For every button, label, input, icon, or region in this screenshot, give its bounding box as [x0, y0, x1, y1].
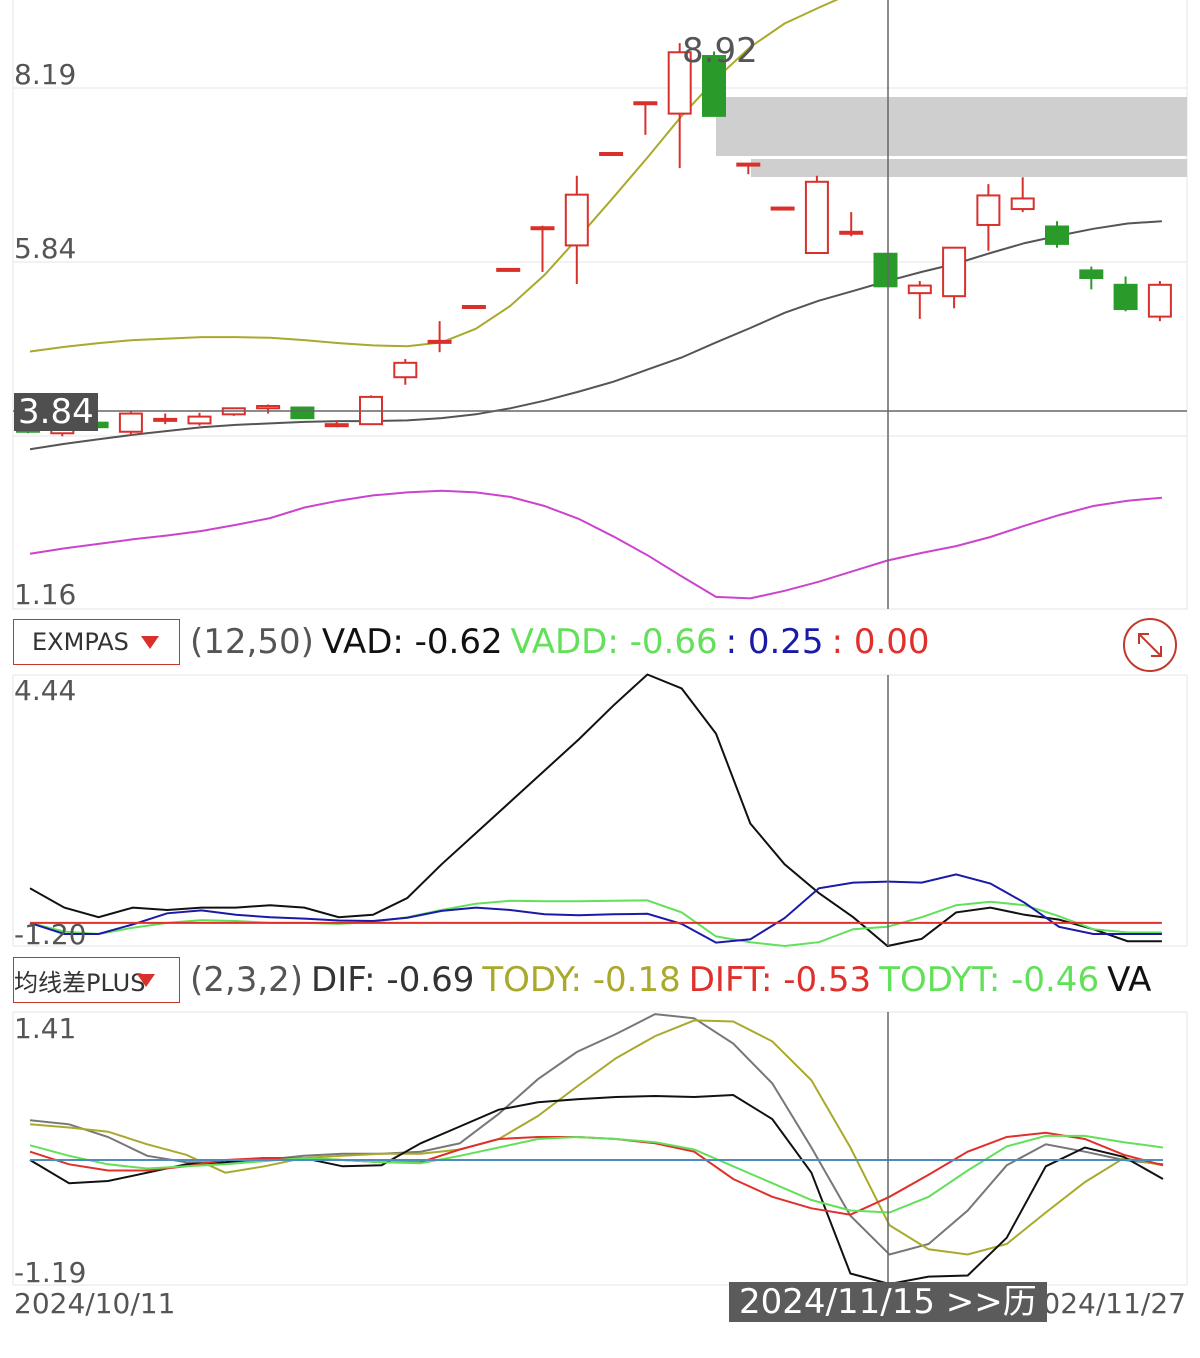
candle-body: [736, 162, 761, 167]
ind2-lines-series-4: [29, 1134, 1164, 1214]
indicator1-value-3: : 0.25: [725, 622, 824, 662]
ind2-lines-series-3: [29, 1131, 1164, 1216]
candle-body: [633, 101, 658, 106]
band-lines: [29, 0, 1162, 600]
ind2-lines-series-2: [29, 1093, 1164, 1286]
candle-body: [839, 230, 864, 235]
ind1-lines-series-1: [29, 899, 1162, 948]
ind2-lines-series-1: [29, 1019, 1164, 1256]
candle-body: [942, 246, 967, 298]
indicator2-grid: [12, 1011, 1188, 1286]
indicator1-selector[interactable]: EXMPAS: [13, 619, 180, 665]
candle-body: [770, 206, 795, 211]
candle-body: [324, 423, 349, 428]
candle-body: [256, 405, 281, 410]
dropdown-caret-icon: [140, 635, 159, 649]
candle-body: [496, 267, 521, 272]
candle-body: [804, 180, 829, 254]
crosshair: [13, 0, 1187, 1285]
indicator2-value-todyt: TODYT: -0.46: [879, 960, 1100, 1000]
dropdown-caret-icon: [137, 973, 156, 987]
ind1-lines-series-2: [29, 873, 1162, 944]
candle-body: [907, 284, 932, 295]
band-line-0: [29, 0, 839, 353]
resistance-zone-lower: [751, 159, 1187, 177]
price-axis-label-mid: 5.84: [14, 232, 76, 265]
main-price-grid: [12, 0, 1188, 610]
candle-body: [1045, 225, 1069, 245]
indicator1-header: EXMPAS (12,50) VAD: -0.62 VADD: -0.66: 0.2…: [0, 617, 1200, 672]
indicator2-header: 均线差PLUS (2,3,2) DIF: -0.69 TODY: -0.18 DIFT…: [0, 955, 1200, 1005]
indicator2-value-va: VA: [1107, 960, 1152, 1000]
crosshair-price-tag: 3.84: [14, 393, 98, 431]
indicator1-params: (12,50): [190, 622, 314, 662]
candle-body: [599, 152, 624, 157]
candle-body: [873, 252, 898, 288]
indicator1-values: (12,50) VAD: -0.62 VADD: -0.66: 0.25: 0.00: [190, 623, 938, 661]
indicator2-values: (2,3,2) DIF: -0.69 TODY: -0.18 DIFT: -0.53 T…: [190, 961, 1159, 999]
indicator1-lines: [29, 673, 1162, 948]
candle-body: [1079, 269, 1104, 279]
indicator1-axis-low: -1.20: [14, 918, 86, 951]
candle-body: [1147, 283, 1172, 318]
crosshair-date-value: 2024/11/15 >>历: [739, 1282, 1037, 1322]
indicator2-selector[interactable]: 均线差PLUS: [13, 957, 180, 1003]
crosshair-price-value: 3.84: [18, 392, 94, 432]
resistance-zone-upper: [716, 97, 1187, 156]
candle-body: [564, 193, 589, 247]
candle-body: [667, 51, 692, 115]
indicator2-axis-high: 1.41: [14, 1012, 76, 1045]
x-axis-start-date: 2024/10/11: [14, 1287, 175, 1320]
candle-body: [530, 226, 555, 231]
candle-body: [1113, 283, 1138, 311]
indicator2-name: 均线差PLUS: [14, 968, 146, 997]
price-axis-label-high: 8.19: [14, 58, 76, 91]
indicator2-value-dif: DIF: -0.69: [311, 960, 475, 1000]
indicator1-axis-high: 4.44: [14, 674, 76, 707]
band-line-2: [29, 489, 1162, 600]
candle-body: [702, 55, 726, 117]
indicator1-value-vadd: VADD: -0.66: [510, 622, 718, 662]
candle-body: [427, 339, 452, 344]
indicator1-value-vad: VAD: -0.62: [321, 622, 503, 662]
indicator1-name: EXMPAS: [32, 628, 129, 656]
expand-arrows-icon: [1138, 633, 1162, 657]
candle-body: [290, 406, 315, 420]
ind2-lines-series-0: [29, 1013, 1164, 1256]
indicator2-params: (2,3,2): [190, 960, 304, 1000]
candle-body: [393, 361, 418, 379]
candle-body: [976, 194, 1001, 226]
indicator1-grid: [12, 674, 1188, 947]
indicator2-axis-low: -1.19: [14, 1256, 86, 1289]
candle-body: [1010, 197, 1035, 211]
candle-body: [153, 417, 178, 422]
expand-icon[interactable]: [1123, 618, 1177, 672]
price-axis-label-low: 1.16: [14, 578, 76, 611]
x-axis-end-date: 024/11/27: [1042, 1287, 1186, 1320]
candle-body: [461, 305, 486, 310]
band-line-1: [29, 220, 1162, 451]
indicator2-value-dift: DIFT: -0.53: [688, 960, 872, 1000]
indicator1-value-4: : 0.00: [831, 622, 930, 662]
peak-price-label: 8.92: [682, 31, 758, 71]
candle-body: [187, 415, 212, 425]
indicator2-value-tody: TODY: -0.18: [482, 960, 681, 1000]
candle-body: [118, 412, 143, 433]
indicator2-lines: [29, 1013, 1164, 1286]
ind1-lines-series-0: [29, 673, 1162, 948]
crosshair-date-tag[interactable]: 2024/11/15 >>历: [729, 1282, 1047, 1322]
